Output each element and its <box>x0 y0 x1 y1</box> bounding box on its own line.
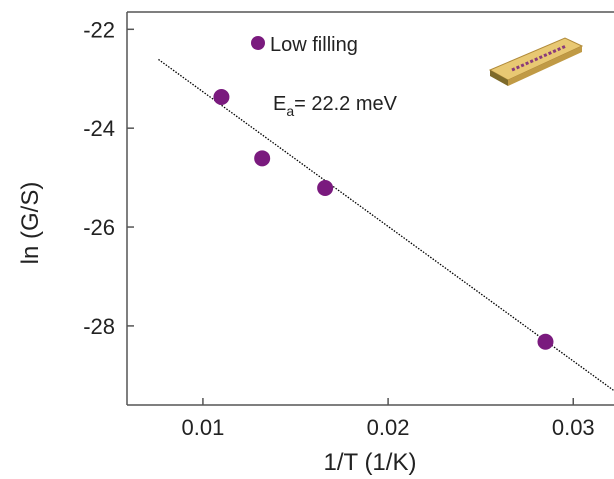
annotation-sub: a <box>286 103 294 119</box>
chart: ln (G/S) 1/T (1/K) Ea= 22.2 meV -22 -24 -2… <box>0 0 614 479</box>
point <box>317 180 333 196</box>
legend-marker <box>251 36 265 50</box>
point <box>254 150 270 166</box>
y-tick-label: -22 <box>83 17 115 42</box>
annotation-main: E <box>273 93 286 115</box>
y-tick-label: -26 <box>83 215 115 240</box>
annotation: Ea= 22.2 meV <box>273 93 398 119</box>
legend-label: Low filling <box>270 34 358 56</box>
inset-image <box>490 38 582 86</box>
point <box>213 89 229 105</box>
x-tick-label: 0.01 <box>182 415 225 440</box>
annotation-rest: = 22.2 meV <box>294 93 398 115</box>
y-tick-label: -28 <box>83 314 115 339</box>
y-axis-label: ln (G/S) <box>17 182 44 265</box>
x-axis-label: 1/T (1/K) <box>324 449 417 476</box>
x-tick-label: 0.03 <box>552 415 595 440</box>
x-tick-label: 0.02 <box>367 415 410 440</box>
y-tick-label: -24 <box>83 116 115 141</box>
point <box>537 334 553 350</box>
